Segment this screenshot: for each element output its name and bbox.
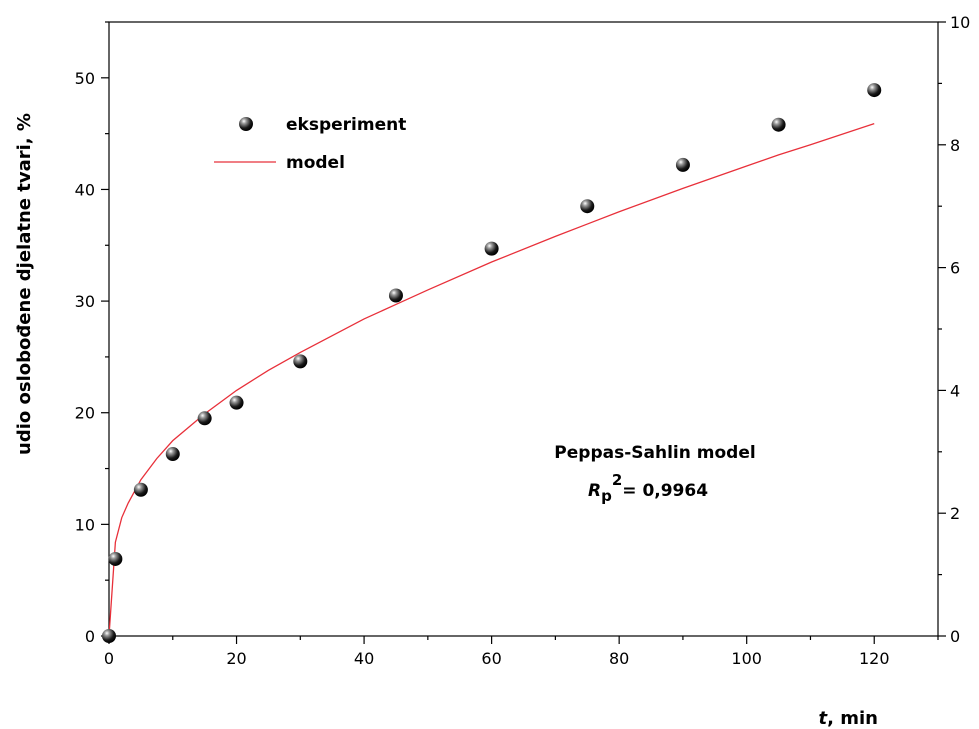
series-eksperiment-points <box>102 83 882 643</box>
annotation-model-name: Peppas-Sahlin model <box>554 443 755 463</box>
y2-axis-ticks: 0 2 4 6 8 10 <box>938 13 970 646</box>
y2-tick-label: 10 <box>950 13 970 32</box>
x-axis-title: t, min <box>819 708 878 729</box>
y-tick-label: 30 <box>75 292 95 311</box>
data-point <box>293 354 308 369</box>
y-tick-label: 0 <box>85 627 95 646</box>
data-point <box>867 83 882 98</box>
y-tick-label: 10 <box>75 515 95 534</box>
data-point <box>771 117 786 132</box>
annotation-r-subscript: p <box>601 487 612 505</box>
y-tick-label: 50 <box>75 69 95 88</box>
y2-tick-label: 8 <box>950 136 960 155</box>
series-model-line <box>108 122 875 637</box>
annotation-r-squared: Rp2= 0,9964 <box>588 471 708 505</box>
plot-frame <box>108 21 939 637</box>
y2-tick-label: 2 <box>950 504 960 523</box>
legend: eksperiment model <box>214 115 406 173</box>
data-point <box>108 551 123 566</box>
data-point <box>675 157 690 172</box>
y2-tick-label: 4 <box>950 381 960 400</box>
data-point <box>165 447 180 462</box>
x-tick-label: 0 <box>104 649 114 668</box>
y-axis-ticks: 0 10 20 30 40 50 <box>75 21 109 646</box>
x-axis-ticks: 0 20 40 60 80 100 120 <box>104 636 939 668</box>
y-tick-label: 40 <box>75 180 95 199</box>
annotation-r-value: = 0,9964 <box>622 481 708 501</box>
data-point <box>197 411 212 426</box>
x-axis-title-var: t <box>819 708 829 729</box>
x-tick-label: 100 <box>731 649 762 668</box>
data-point <box>388 288 403 303</box>
x-axis-title-unit: , min <box>827 708 878 729</box>
x-tick-label: 80 <box>609 649 629 668</box>
annotation-r-superscript: 2 <box>612 471 622 489</box>
x-tick-label: 20 <box>226 649 246 668</box>
legend-label-model: model <box>286 153 345 173</box>
data-point <box>133 482 148 497</box>
x-tick-label: 40 <box>354 649 374 668</box>
annotation-r-symbol: R <box>588 481 601 501</box>
y2-tick-label: 6 <box>950 259 960 278</box>
data-point <box>580 199 595 214</box>
data-point <box>484 241 499 256</box>
x-tick-label: 60 <box>481 649 501 668</box>
y-tick-label: 20 <box>75 404 95 423</box>
data-point <box>102 629 116 643</box>
y-axis-title: udio oslobođene djelatne tvari, % <box>14 113 35 455</box>
legend-label-eksperiment: eksperiment <box>286 115 406 135</box>
y2-tick-label: 0 <box>950 627 960 646</box>
fit-annotation: Peppas-Sahlin model Rp2= 0,9964 <box>554 443 755 505</box>
x-tick-label: 120 <box>859 649 890 668</box>
data-point <box>229 395 244 410</box>
legend-marker-eksperiment <box>239 117 253 131</box>
